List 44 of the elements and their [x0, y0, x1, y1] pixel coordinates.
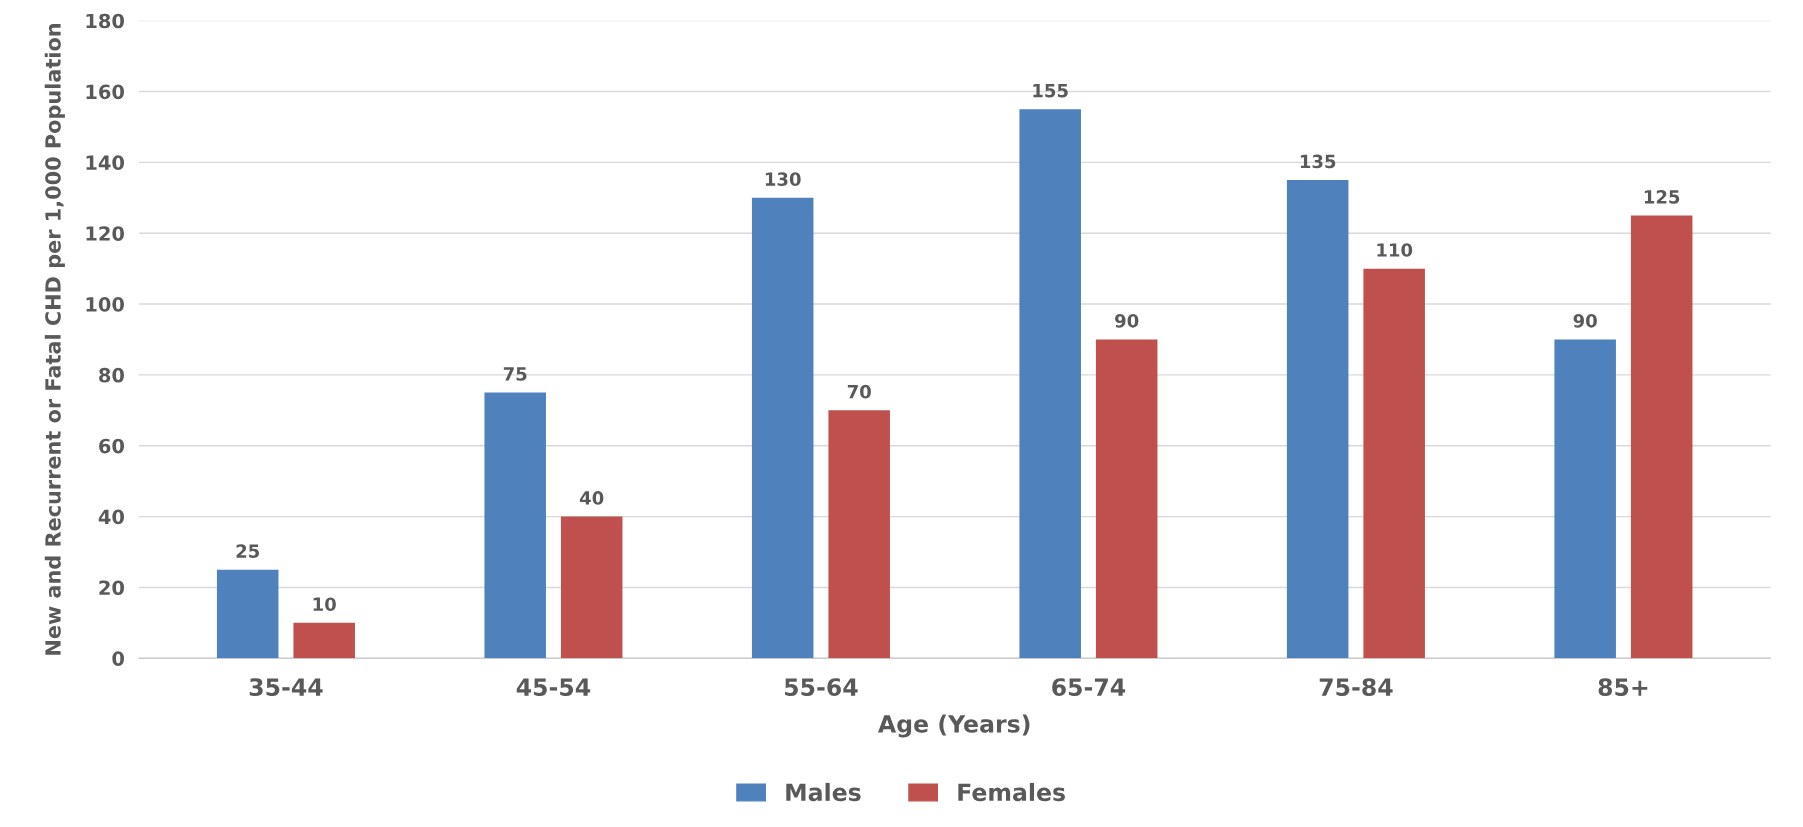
x-tick-label: 65-74 [1052, 678, 1126, 697]
data-label: 110 [1377, 243, 1413, 257]
x-axis-title: Age (Years) [878, 714, 1030, 738]
x-tick-label: 85+ [1598, 678, 1648, 697]
y-tick-label: 60 [99, 438, 125, 454]
data-label: 130 [765, 172, 801, 186]
y-tick-label: 140 [86, 155, 125, 171]
bar [1554, 339, 1616, 659]
data-label: 135 [1300, 154, 1336, 169]
x-tick-label: 45-54 [516, 678, 591, 697]
bar [1095, 339, 1158, 659]
bar [560, 516, 623, 659]
data-label: 90 [1573, 313, 1597, 328]
data-label: 10 [313, 597, 336, 612]
bar [1286, 180, 1349, 659]
bar [1630, 215, 1693, 659]
bar [484, 392, 546, 659]
x-tick-label: 55-64 [785, 678, 858, 697]
x-tick-label: 35-44 [249, 678, 323, 697]
y-tick-label: 80 [99, 367, 125, 383]
bar [216, 569, 279, 659]
bar [1019, 109, 1081, 659]
legend-label: Males [786, 782, 861, 802]
bar [751, 197, 814, 659]
x-tick-label: 75-84 [1319, 678, 1393, 697]
y-tick-label: 20 [99, 580, 125, 596]
y-tick-label: 100 [86, 297, 125, 312]
bar [1363, 268, 1425, 659]
y-tick-label: 120 [86, 226, 125, 241]
y-tick-label: 160 [86, 84, 125, 100]
data-label: 25 [236, 544, 259, 558]
data-label: 40 [579, 491, 604, 505]
data-label: 155 [1033, 83, 1068, 98]
bar [828, 410, 890, 659]
data-label: 90 [1115, 313, 1139, 328]
y-tick-label: 180 [86, 13, 125, 29]
data-label: 125 [1644, 190, 1680, 204]
y-tick-label: 0 [112, 651, 125, 666]
y-axis-title: New and Recurrent or Fatal CHD per 1,000 Population [44, 23, 65, 655]
legend-label: Females [958, 782, 1065, 802]
y-tick-label: 40 [98, 509, 125, 525]
data-label: 75 [503, 367, 527, 381]
data-label: 70 [847, 384, 871, 399]
bar [293, 622, 355, 659]
